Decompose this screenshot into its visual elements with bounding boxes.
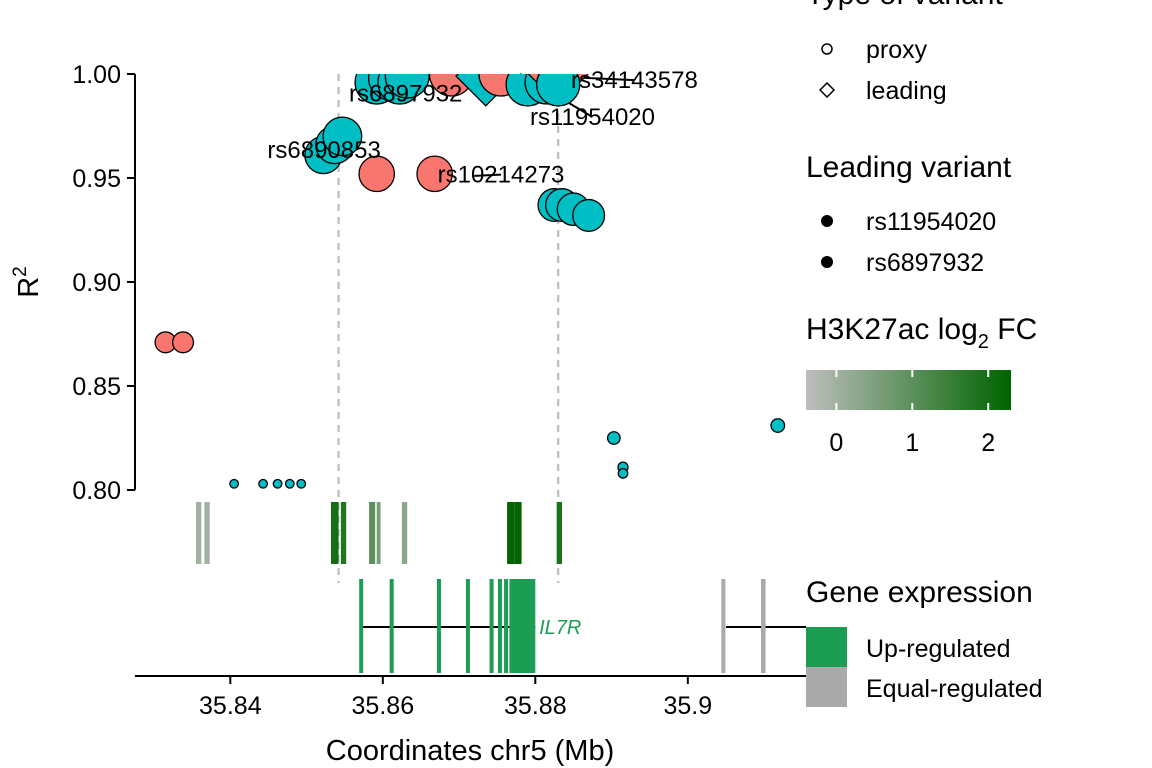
gene-exon-0-1 — [389, 579, 394, 673]
axes: 0.80 0.85 0.90 0.95 1.00 35.84 35.86 35.88 35.9 — [72, 61, 806, 720]
y-tick-label-0: 0.80 — [72, 477, 121, 505]
h3k27ac-peak-7 — [507, 502, 515, 564]
legend-lead-label-0: rs11954020 — [866, 208, 996, 236]
x-tick-label-2: 35.88 — [504, 692, 567, 720]
legend-gene-title: Gene expression — [806, 576, 1033, 609]
legend-lead-title: Leading variant — [806, 151, 1012, 184]
h3k27ac-peak-0 — [196, 502, 202, 564]
proxy-variant-point-29 — [617, 467, 629, 479]
legend-lead-label-1: rs6897932 — [866, 249, 984, 277]
proxy-variant-point-4 — [272, 478, 283, 489]
h3k27ac-colorbar — [806, 370, 1011, 410]
proxy-variant-point-6 — [296, 478, 307, 489]
variant-label-1: rs34143578 — [571, 67, 698, 94]
proxy-variant-point-22 — [535, 74, 581, 107]
legend-h3k27ac-title: H3K27ac log2 FC — [806, 313, 1037, 353]
h3k27ac-peak-3 — [340, 502, 347, 564]
legend-leading-diamond-icon — [818, 81, 836, 99]
legend-gene-swatch-0 — [806, 627, 847, 667]
gene-exon-0-3 — [465, 579, 470, 673]
variant-label-4: rs10214273 — [438, 162, 565, 189]
x-tick-label-1: 35.86 — [352, 692, 415, 720]
proxy-variant-point-2 — [229, 478, 240, 489]
legend-gene-label-1: Equal-regulated — [866, 675, 1043, 703]
h3k27ac-peak-5 — [376, 502, 381, 564]
gene-exon-1-1 — [761, 579, 766, 673]
h3k27ac-peak-1 — [204, 502, 210, 564]
y-tick-label-3: 0.95 — [72, 165, 121, 193]
x-tick-label-0: 35.84 — [199, 692, 262, 720]
proxy-variant-point-9 — [322, 116, 363, 157]
proxy-variant-point-10 — [358, 155, 396, 193]
colorbar-tick-label-0: 0 — [829, 429, 843, 457]
legend-gene-label-0: Up-regulated — [866, 635, 1011, 663]
legend-type-label-0: proxy — [866, 36, 928, 64]
gene-exon-0-5 — [497, 579, 502, 673]
gene-track: IL7R — [359, 579, 806, 673]
y-tick-label-2: 0.90 — [72, 269, 121, 297]
proxy-variant-point-1 — [171, 331, 195, 354]
legend-lead-dot-icon-1 — [821, 256, 833, 268]
gene-exon-0-0 — [359, 579, 364, 673]
h3k27ac-colorbar-ticks: 0 1 2 — [829, 370, 995, 457]
gene-exon-0-2 — [436, 579, 441, 673]
y-tick-label-4: 1.00 — [72, 61, 121, 89]
proxy-variant-point-27 — [606, 431, 621, 445]
variant-label-3: rs6890853 — [267, 137, 380, 164]
gene-exon-0-4 — [489, 579, 494, 673]
gene-exon-0-7 — [509, 579, 536, 673]
x-tick-label-3: 35.9 — [663, 692, 712, 720]
proxy-variant-point-30 — [770, 418, 786, 433]
colorbar-tick-label-1: 1 — [905, 429, 919, 457]
legend-proxy-circle-icon — [821, 43, 833, 55]
y-tick-label-1: 0.85 — [72, 373, 121, 401]
proxy-variant-point-26 — [572, 198, 606, 232]
legend: Type of variant proxy leading Leading var… — [806, 0, 1043, 707]
proxy-variant-point-11 — [416, 155, 453, 193]
h3k27ac-peak-4 — [369, 502, 376, 564]
variant-label-2: rs11954020 — [530, 104, 655, 131]
colorbar-tick-label-2: 2 — [981, 429, 995, 457]
legend-type-items: proxy leading — [818, 36, 947, 105]
y-axis-title: R2 — [10, 266, 45, 298]
legend-gene-swatch-1 — [806, 667, 847, 707]
h3k27ac-peak-8 — [514, 502, 522, 564]
variant-labels: rs6897932 rs34143578 rs11954020 rs6890853 rs… — [267, 67, 697, 188]
h3k27ac-peak-track — [196, 502, 562, 564]
leader-line-4 — [474, 173, 502, 177]
gene-exon-1-0 — [721, 579, 726, 673]
legend-type-label-1: leading — [866, 77, 947, 105]
variant-label-0: rs6897932 — [349, 80, 462, 107]
gene-exon-0-6 — [504, 579, 509, 673]
variant-points — [154, 74, 786, 489]
x-axis-title: Coordinates chr5 (Mb) — [326, 735, 615, 767]
h3k27ac-peak-2 — [330, 502, 339, 564]
gene-label-0: IL7R — [539, 617, 581, 639]
proxy-variant-point-5 — [284, 478, 295, 489]
h3k27ac-peak-9 — [556, 502, 562, 564]
legend-lead-items: rs11954020 rs6897932 — [821, 208, 996, 277]
legend-type-title: Type of variant — [806, 0, 1003, 11]
h3k27ac-peak-6 — [401, 502, 408, 564]
legend-gene-items: Up-regulated Equal-regulated — [806, 627, 1043, 707]
proxy-variant-point-3 — [258, 478, 269, 489]
legend-lead-dot-icon-0 — [821, 215, 833, 227]
